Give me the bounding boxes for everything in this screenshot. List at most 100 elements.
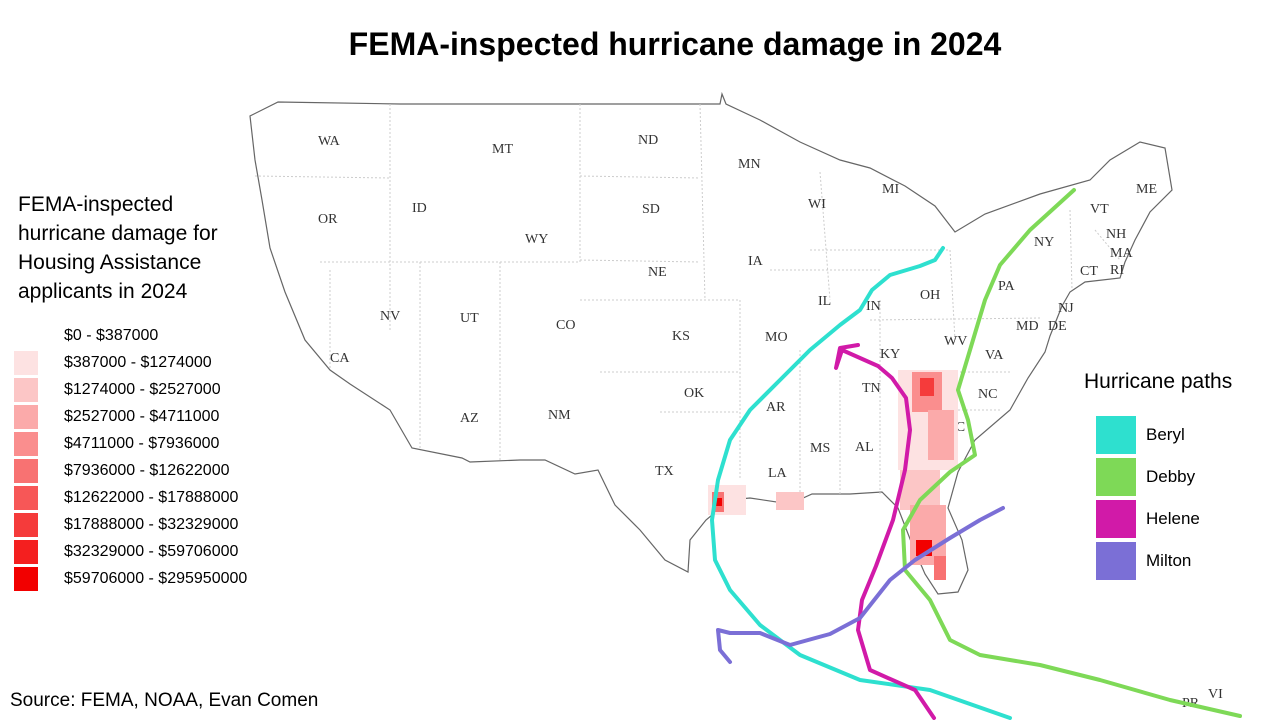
state-label-in: IN (866, 299, 881, 314)
path-swatch (1096, 416, 1136, 454)
legend-swatch (14, 566, 38, 591)
legend-bin: $0 - $387000 (14, 322, 247, 349)
state-label-mo: MO (765, 330, 788, 345)
us-outline (249, 91, 1173, 595)
path-legend-item: Milton (1096, 540, 1200, 582)
state-label-sd: SD (642, 202, 660, 217)
legend-bin: $387000 - $1274000 (14, 349, 247, 376)
state-label-or: OR (318, 212, 338, 227)
legend-bin-label: $17888000 - $32329000 (64, 515, 239, 533)
state-label-wi: WI (808, 197, 826, 212)
legend-swatch (14, 377, 38, 402)
track-debby (901, 188, 1242, 718)
legend-swatch (14, 431, 38, 456)
path-legend-item: Helene (1096, 498, 1200, 540)
legend-bin-label: $32329000 - $59706000 (64, 542, 239, 560)
paths-legend: Beryl Debby Helene Milton (1096, 414, 1200, 582)
legend-bin-label: $0 - $387000 (64, 326, 159, 344)
state-label-nv: NV (380, 309, 400, 324)
state-label-ar: AR (766, 400, 786, 415)
state-label-mi: MI (882, 182, 899, 197)
state-label-vt: VT (1090, 202, 1109, 217)
state-label-tx: TX (655, 464, 674, 479)
legend-bin-label: $387000 - $1274000 (64, 353, 212, 371)
state-label-ma: MA (1110, 246, 1133, 261)
path-legend-item: Beryl (1096, 414, 1200, 456)
state-label-de: DE (1048, 319, 1067, 334)
state-label-la: LA (768, 466, 788, 481)
state-label-ri: RI (1110, 263, 1124, 278)
state-label-wy: WY (525, 232, 548, 247)
legend-bin: $59706000 - $295950000 (14, 565, 247, 592)
state-label-nj: NJ (1058, 301, 1074, 316)
track-beryl (710, 246, 1012, 720)
legend-swatch (14, 539, 38, 564)
state-label-mt: MT (492, 142, 513, 157)
legend-bin: $4711000 - $7936000 (14, 430, 247, 457)
legend-bin-label: $7936000 - $12622000 (64, 461, 230, 479)
path-label: Helene (1146, 509, 1200, 528)
state-label-ut: UT (460, 311, 479, 326)
legend-swatch (14, 458, 38, 483)
state-label-ky: KY (880, 347, 900, 362)
legend-bin-label: $2527000 - $4711000 (64, 407, 220, 425)
state-label-nm: NM (548, 408, 571, 423)
source-note: Source: FEMA, NOAA, Evan Comen (10, 690, 319, 711)
path-label: Debby (1146, 467, 1196, 486)
legend-swatch (14, 485, 38, 510)
state-label-ny: NY (1034, 235, 1054, 250)
state-label-vi: VI (1208, 687, 1223, 702)
legend-bin: $12622000 - $17888000 (14, 484, 247, 511)
legend-swatch (14, 350, 38, 375)
damage-legend-title: FEMA-inspected hurricane damage for Hous… (18, 193, 218, 303)
state-label-ct: CT (1080, 264, 1098, 279)
state-label-ok: OK (684, 386, 704, 401)
state-label-az: AZ (460, 411, 479, 426)
track-milton (716, 506, 1005, 664)
legend-swatch (14, 512, 38, 537)
legend-bin-label: $1274000 - $2527000 (64, 380, 221, 398)
state-label-ia: IA (748, 254, 764, 269)
damage-cells (708, 370, 958, 580)
paths-legend-title: Hurricane paths (1084, 370, 1233, 393)
state-label-md: MD (1016, 319, 1039, 334)
path-swatch (1096, 458, 1136, 496)
legend-bin: $32329000 - $59706000 (14, 538, 247, 565)
state-label-co: CO (556, 318, 575, 333)
state-label-me: ME (1136, 182, 1157, 197)
state-labels: WA MT ND MN MI OR ID SD WI ME VT NY NH M… (318, 133, 1223, 711)
state-label-ne: NE (648, 265, 667, 280)
legend-bin: $1274000 - $2527000 (14, 376, 247, 403)
legend-bin: $17888000 - $32329000 (14, 511, 247, 538)
state-label-nd: ND (638, 133, 658, 148)
legend-bin-label: $12622000 - $17888000 (64, 488, 239, 506)
state-label-pa: PA (998, 279, 1016, 294)
legend-swatch (14, 323, 38, 348)
state-label-mn: MN (738, 157, 761, 172)
state-label-ca: CA (330, 351, 350, 366)
state-label-nh: NH (1106, 227, 1126, 242)
state-label-id: ID (412, 201, 427, 216)
state-label-nc: NC (978, 387, 997, 402)
state-label-ks: KS (672, 329, 690, 344)
damage-legend: $0 - $387000 $387000 - $1274000 $1274000… (14, 322, 247, 592)
path-swatch (1096, 500, 1136, 538)
state-label-oh: OH (920, 288, 940, 303)
path-label: Milton (1146, 551, 1192, 570)
legend-swatch (14, 404, 38, 429)
state-label-wa: WA (318, 134, 341, 149)
path-legend-item: Debby (1096, 456, 1200, 498)
state-label-al: AL (855, 440, 874, 455)
state-label-il: IL (818, 294, 831, 309)
legend-bin-label: $4711000 - $7936000 (64, 434, 220, 452)
state-label-tn: TN (862, 381, 881, 396)
state-label-wv: WV (944, 334, 967, 349)
legend-bin: $7936000 - $12622000 (14, 457, 247, 484)
legend-bin: $2527000 - $4711000 (14, 403, 247, 430)
state-label-va: VA (985, 348, 1004, 363)
path-swatch (1096, 542, 1136, 580)
state-borders (254, 103, 1121, 494)
track-helene (834, 343, 936, 720)
hurricane-tracks (710, 188, 1242, 720)
